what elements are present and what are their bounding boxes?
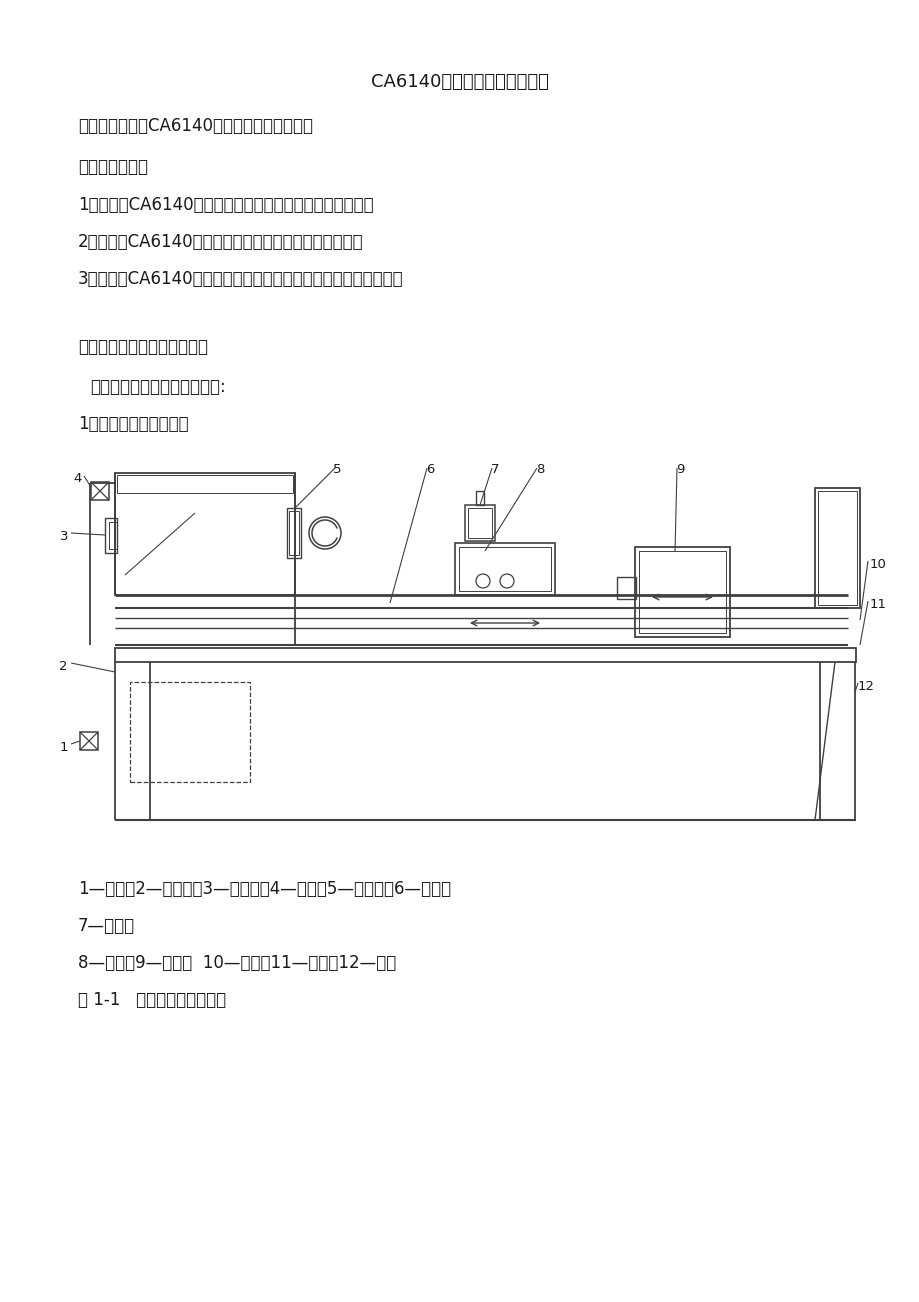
Text: 8—溜板；9—尾座；  10—丝杠；11—光杠；12—床腿: 8—溜板；9—尾座； 10—丝杠；11—光杠；12—床腿 [78, 954, 396, 973]
Bar [617, 577, 635, 599]
Bar [468, 508, 492, 538]
Text: 2: 2 [60, 660, 68, 673]
Bar [289, 510, 299, 555]
Text: 三、工作项目的知识点预读：: 三、工作项目的知识点预读： [78, 339, 208, 355]
Bar [130, 682, 250, 783]
Text: 12: 12 [857, 680, 874, 693]
Text: CA6140普通车床电气图的认识: CA6140普通车床电气图的认识 [370, 73, 549, 91]
Bar [91, 482, 108, 500]
Bar [115, 648, 855, 661]
Bar [108, 522, 117, 549]
Bar [464, 505, 494, 542]
Bar [817, 491, 857, 605]
Text: 5: 5 [333, 464, 341, 477]
Text: 图 1-1   普通车床结构示意图: 图 1-1 普通车床结构示意图 [78, 991, 226, 1009]
Text: 1—带轮；2—进给箱；3—挂轮架；4—带轮；5—主轴管；6—床身；: 1—带轮；2—进给箱；3—挂轮架；4—带轮；5—主轴管；6—床身； [78, 880, 450, 898]
Text: 8: 8 [535, 464, 544, 477]
Text: （一）车床的结构与工作原理:: （一）车床的结构与工作原理: [90, 378, 225, 396]
Text: 7: 7 [490, 464, 499, 477]
Bar [105, 518, 117, 553]
Text: 11: 11 [869, 598, 886, 611]
Bar [639, 551, 725, 633]
Text: 1: 1 [60, 741, 68, 754]
Text: 1．会识别CA6140普通车床电气图中各电器元件符号名称；: 1．会识别CA6140普通车床电气图中各电器元件符号名称； [78, 197, 373, 214]
Text: 二、项目要求：: 二、项目要求： [78, 158, 148, 176]
Text: 3．会分析CA6140普通车床电气图的布局图及原理图的功能分布。: 3．会分析CA6140普通车床电气图的布局图及原理图的功能分布。 [78, 270, 403, 288]
Text: 1．普通车床结构示意图: 1．普通车床结构示意图 [78, 415, 188, 434]
Text: 4: 4 [74, 473, 82, 486]
Bar [115, 473, 295, 595]
Text: 6: 6 [425, 464, 434, 477]
Text: 2．会识别CA6140普通车床电气图图形符号和文字符号；: 2．会识别CA6140普通车床电气图图形符号和文字符号； [78, 233, 363, 251]
Text: 9: 9 [675, 464, 684, 477]
Text: 7—刀架；: 7—刀架； [78, 917, 135, 935]
Bar [80, 732, 98, 750]
Text: 3: 3 [60, 530, 68, 543]
Text: 10: 10 [869, 559, 886, 572]
Bar [634, 547, 729, 637]
Bar [455, 543, 554, 595]
Text: 一、项目名称：CA6140普通车床电气图的认识: 一、项目名称：CA6140普通车床电气图的认识 [78, 117, 312, 135]
Bar [475, 491, 483, 505]
Bar [814, 488, 859, 608]
Bar [459, 547, 550, 591]
Bar [287, 508, 301, 559]
Bar [117, 475, 292, 493]
